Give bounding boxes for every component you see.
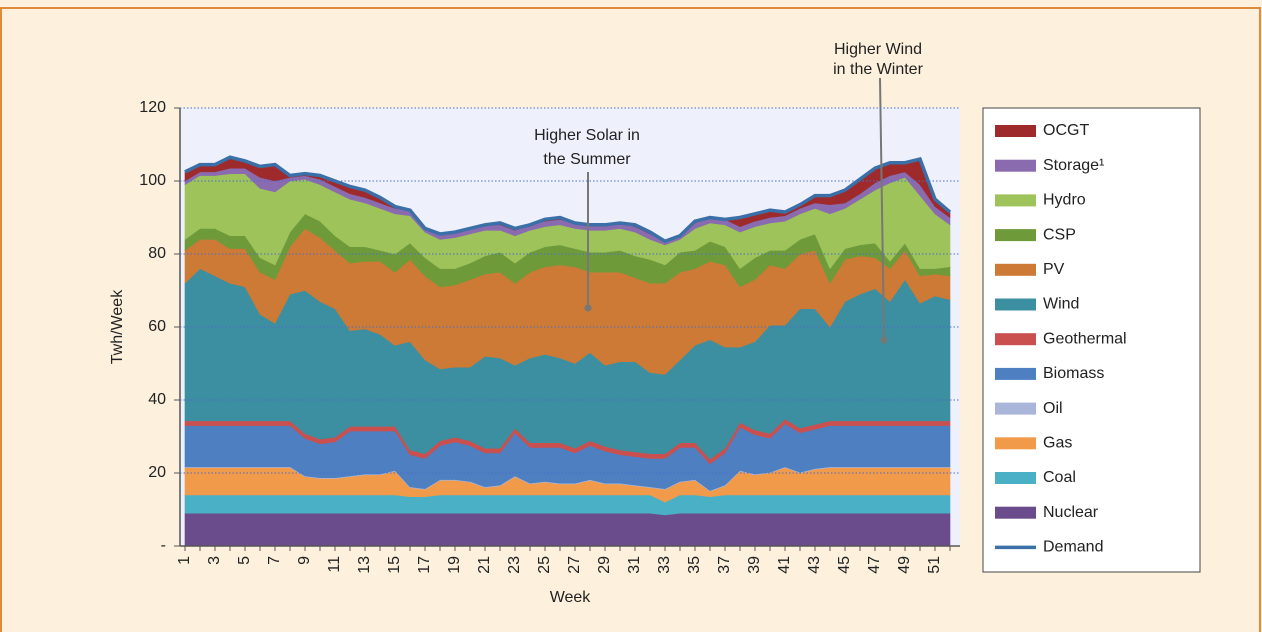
x-tick-label: 7 xyxy=(266,556,283,565)
legend-label: Nuclear xyxy=(1043,504,1099,521)
y-tick-label: 80 xyxy=(148,245,166,262)
x-tick-label: 33 xyxy=(656,556,673,574)
x-tick-label: 21 xyxy=(476,556,493,574)
legend-swatch xyxy=(995,229,1036,242)
x-tick-label: 31 xyxy=(626,556,643,574)
x-tick-label: 11 xyxy=(326,556,343,573)
legend-swatch xyxy=(995,437,1036,450)
x-tick-label: 17 xyxy=(416,556,433,574)
legend-swatch xyxy=(995,263,1036,276)
annotation: the Summer xyxy=(543,151,631,168)
x-tick-label: 45 xyxy=(836,556,853,574)
annotation: Higher Solar in xyxy=(534,127,640,144)
legend-label: Coal xyxy=(1043,469,1076,486)
annotation: in the Winter xyxy=(833,61,923,78)
x-tick-label: 39 xyxy=(746,556,763,574)
x-tick-label: 9 xyxy=(296,556,313,565)
legend-label: OCGT xyxy=(1043,122,1089,139)
x-tick-label: 29 xyxy=(596,556,613,574)
y-tick-label: 40 xyxy=(148,391,166,408)
annotation-pointer xyxy=(879,77,885,341)
legend-swatch xyxy=(995,333,1036,346)
x-tick-label: 3 xyxy=(206,556,223,565)
x-tick-label: 41 xyxy=(776,556,793,574)
legend-label: Wind xyxy=(1043,296,1079,313)
x-tick-label: 35 xyxy=(686,556,703,574)
x-tick-label: 23 xyxy=(506,556,523,574)
x-tick-label: 37 xyxy=(716,556,733,574)
annotation-dot xyxy=(584,304,592,312)
legend-swatch xyxy=(995,472,1036,484)
legend-swatch xyxy=(995,506,1036,519)
legend-label: Storage¹ xyxy=(1043,157,1104,174)
legend-label: Hydro xyxy=(1043,192,1086,209)
x-tick-label: 5 xyxy=(236,556,253,565)
legend-label: Biomass xyxy=(1043,365,1104,382)
x-tick-label: 15 xyxy=(386,556,403,574)
x-tick-label: 27 xyxy=(566,556,583,574)
area xyxy=(184,512,951,547)
legend-swatch xyxy=(995,194,1036,207)
x-tick-label: 19 xyxy=(446,556,463,574)
x-tick-label: 49 xyxy=(896,556,913,574)
legend-swatch xyxy=(995,298,1036,311)
demand-line xyxy=(184,155,952,244)
y-tick-label: 120 xyxy=(139,99,166,116)
layers xyxy=(184,155,952,547)
legend-label: Demand xyxy=(1043,539,1103,556)
y-tick-label: - xyxy=(161,537,166,554)
x-tick-label: 51 xyxy=(926,556,943,574)
x-tick-label: 43 xyxy=(806,556,823,574)
y-axis-label: Twh/Week xyxy=(109,289,126,364)
y-tick-label: 60 xyxy=(148,318,166,335)
x-axis-label: Week xyxy=(550,589,592,606)
legend-swatch xyxy=(995,367,1036,380)
x-tick-label: 47 xyxy=(866,556,883,574)
legend-swatch xyxy=(995,402,1036,415)
legend-label: Gas xyxy=(1043,435,1072,452)
x-tick-label: 25 xyxy=(536,556,553,574)
x-tick-label: 1 xyxy=(176,556,193,565)
y-tick-label: 100 xyxy=(139,172,166,189)
legend-swatch xyxy=(995,125,1036,137)
annotation: Higher Wind xyxy=(834,41,922,58)
legend-label: Geothermal xyxy=(1043,330,1127,347)
x-tick-label: 13 xyxy=(356,556,373,574)
legend-swatch xyxy=(995,159,1036,172)
legend-label: CSP xyxy=(1043,226,1076,243)
legend-label: PV xyxy=(1043,261,1065,278)
area xyxy=(184,494,951,516)
annotation-dot xyxy=(880,336,888,344)
y-tick-label: 20 xyxy=(148,464,166,481)
legend-label: Oil xyxy=(1043,400,1063,417)
